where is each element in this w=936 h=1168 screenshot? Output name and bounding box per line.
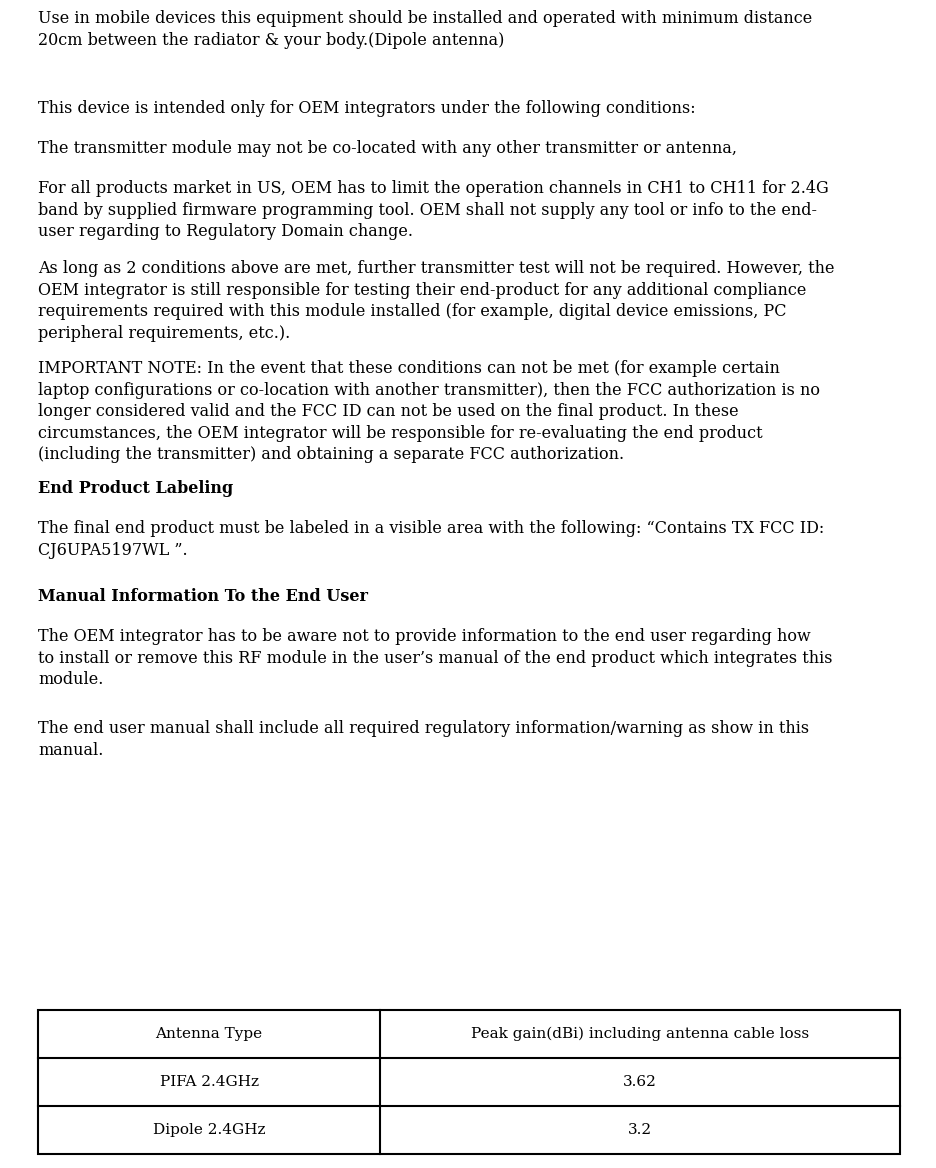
Bar xyxy=(38,1010,900,1154)
Text: Use in mobile devices this equipment should be installed and operated with minim: Use in mobile devices this equipment sho… xyxy=(38,11,812,49)
Text: The transmitter module may not be co-located with any other transmitter or anten: The transmitter module may not be co-loc… xyxy=(38,140,737,157)
Text: Antenna Type: Antenna Type xyxy=(155,1027,263,1041)
Text: Dipole 2.4GHz: Dipole 2.4GHz xyxy=(153,1122,265,1136)
Text: PIFA 2.4GHz: PIFA 2.4GHz xyxy=(159,1075,258,1089)
Text: This device is intended only for OEM integrators under the following conditions:: This device is intended only for OEM int… xyxy=(38,100,695,117)
Text: 3.62: 3.62 xyxy=(623,1075,657,1089)
Text: Peak gain(dBi) including antenna cable loss: Peak gain(dBi) including antenna cable l… xyxy=(471,1027,809,1041)
Text: Manual Information To the End User: Manual Information To the End User xyxy=(38,588,368,605)
Text: IMPORTANT NOTE: In the event that these conditions can not be met (for example c: IMPORTANT NOTE: In the event that these … xyxy=(38,360,820,464)
Text: The OEM integrator has to be aware not to provide information to the end user re: The OEM integrator has to be aware not t… xyxy=(38,628,832,688)
Text: End Product Labeling: End Product Labeling xyxy=(38,480,233,498)
Text: For all products market in US, OEM has to limit the operation channels in CH1 to: For all products market in US, OEM has t… xyxy=(38,180,828,241)
Text: 3.2: 3.2 xyxy=(628,1122,652,1136)
Text: The final end product must be labeled in a visible area with the following: “Con: The final end product must be labeled in… xyxy=(38,520,825,558)
Text: The end user manual shall include all required regulatory information/warning as: The end user manual shall include all re… xyxy=(38,719,809,758)
Text: As long as 2 conditions above are met, further transmitter test will not be requ: As long as 2 conditions above are met, f… xyxy=(38,260,835,342)
